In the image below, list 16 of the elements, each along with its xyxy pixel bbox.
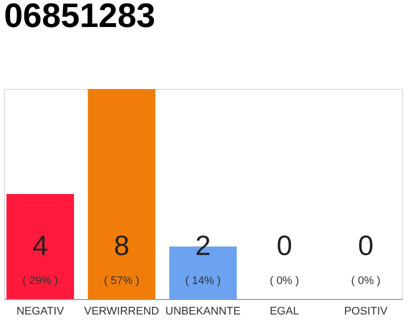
annotation: ( 0% ) — [351, 275, 380, 287]
x-tick-label: UNBEKANNTE — [165, 306, 241, 318]
data-label: 8 — [114, 230, 130, 261]
annotation: ( 29% ) — [22, 275, 58, 287]
chart-title: 06851283 — [4, 0, 156, 35]
x-tick-label: POSITIV — [344, 306, 388, 318]
data-label: 0 — [276, 230, 292, 261]
x-tick-label: NEGATIV — [16, 306, 65, 318]
annotation: ( 0% ) — [270, 275, 300, 287]
data-label: 2 — [195, 230, 211, 261]
annotation: ( 57% ) — [104, 275, 140, 287]
x-tick-label: EGAL — [270, 306, 300, 318]
annotation: ( 14% ) — [185, 275, 221, 287]
data-label: 0 — [358, 230, 374, 261]
x-tick-label: VERWIRREND — [84, 306, 160, 318]
data-label: 4 — [32, 230, 48, 261]
